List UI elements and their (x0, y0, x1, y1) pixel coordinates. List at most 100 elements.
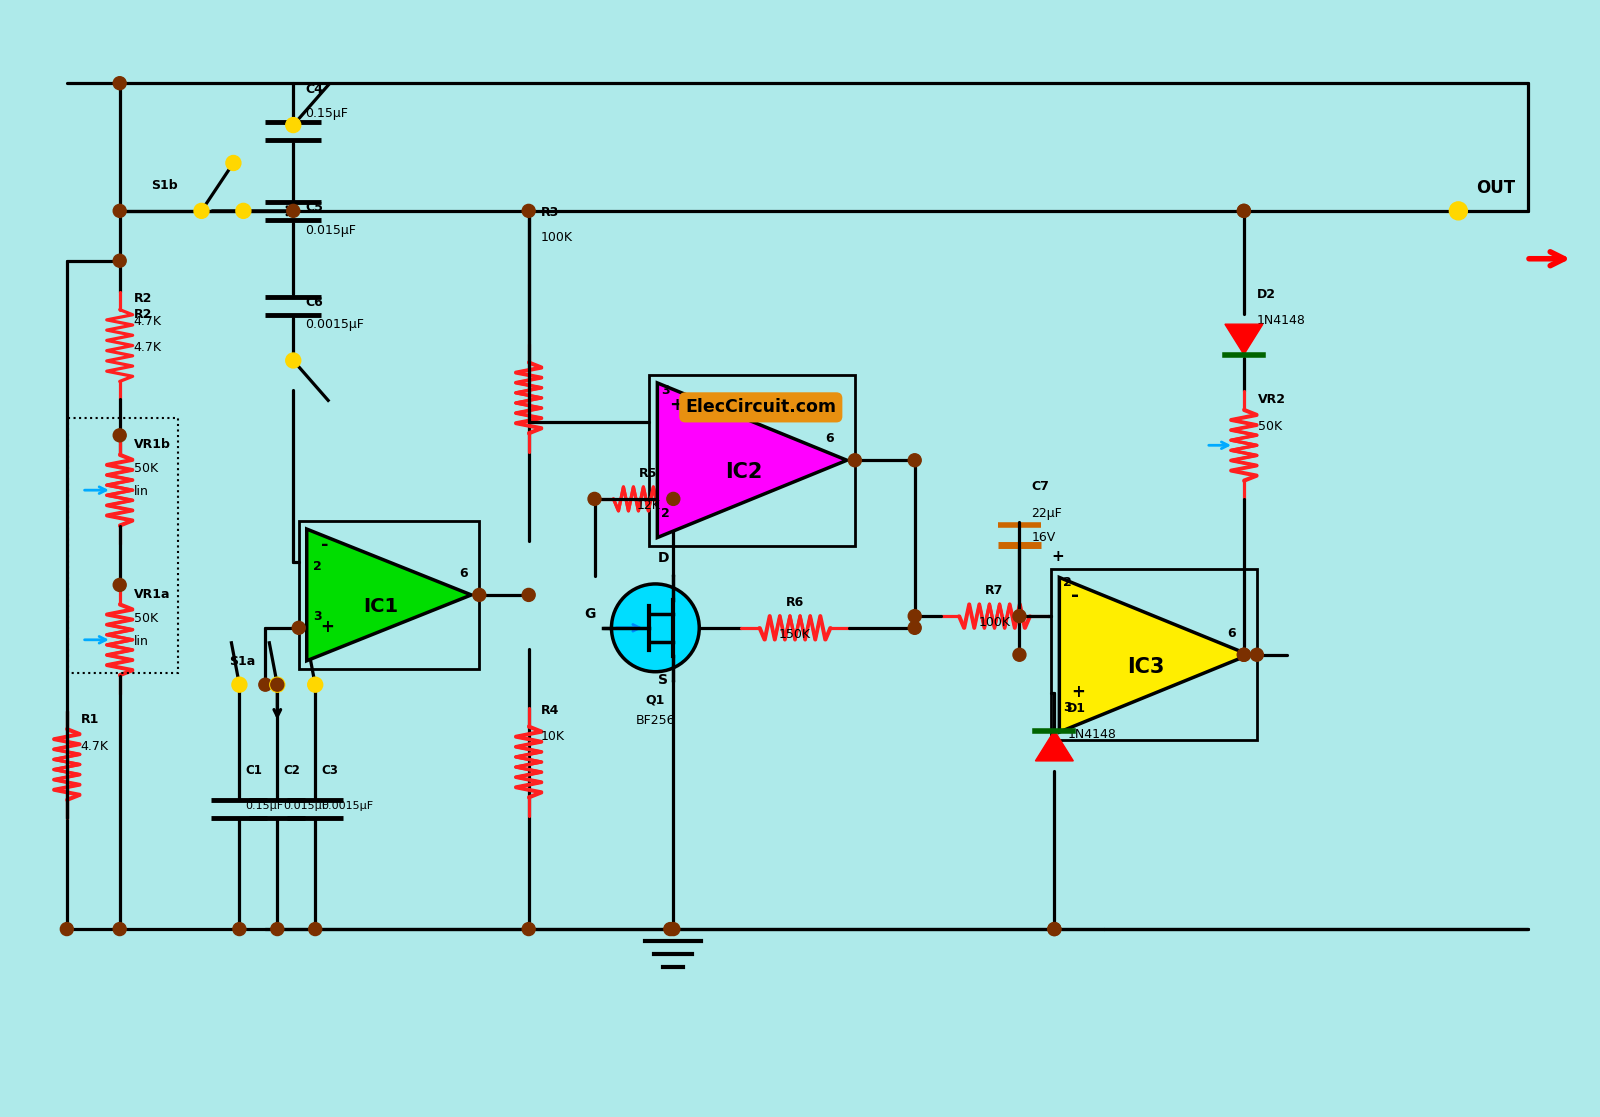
Text: 6: 6 (459, 567, 467, 580)
Text: R4: R4 (541, 704, 558, 717)
Circle shape (270, 677, 285, 693)
Circle shape (1013, 648, 1026, 661)
Circle shape (611, 584, 699, 671)
Circle shape (307, 677, 323, 693)
Circle shape (1250, 648, 1264, 661)
Circle shape (909, 621, 922, 634)
Circle shape (1048, 923, 1061, 936)
Text: 0.0015μF: 0.0015μF (306, 317, 365, 331)
Text: 22μF: 22μF (1032, 507, 1062, 521)
Text: R7: R7 (986, 584, 1003, 598)
Text: 100K: 100K (979, 617, 1011, 629)
Text: +: + (669, 395, 685, 413)
Circle shape (114, 429, 126, 442)
Circle shape (270, 923, 283, 936)
Text: D: D (658, 551, 669, 565)
Text: 3: 3 (661, 383, 670, 397)
Text: C7: C7 (1032, 480, 1050, 494)
Text: 0.15μF: 0.15μF (245, 801, 283, 811)
Circle shape (286, 204, 299, 218)
Text: 2: 2 (1064, 576, 1072, 589)
Text: C2: C2 (283, 764, 301, 777)
Bar (67, 419, 178, 672)
Text: lin: lin (134, 634, 149, 648)
Text: ElecCircuit.com: ElecCircuit.com (685, 399, 837, 417)
Text: 0.15μF: 0.15μF (306, 107, 349, 121)
Text: -: - (320, 536, 328, 554)
Circle shape (1237, 648, 1250, 661)
Text: IC3: IC3 (1128, 657, 1165, 677)
Text: R2: R2 (134, 307, 152, 321)
Text: S1a: S1a (229, 655, 256, 668)
Text: -: - (1072, 586, 1080, 605)
Polygon shape (658, 383, 846, 537)
Text: G: G (584, 607, 595, 621)
Text: 0.015μF: 0.015μF (306, 223, 357, 237)
Circle shape (1451, 204, 1466, 218)
Text: 4.7K: 4.7K (80, 739, 109, 753)
Circle shape (1237, 204, 1250, 218)
Circle shape (270, 678, 283, 691)
Text: R3: R3 (541, 206, 558, 219)
Circle shape (194, 203, 210, 218)
Text: R6: R6 (786, 595, 805, 609)
Text: C4: C4 (306, 83, 323, 96)
Text: Q1: Q1 (646, 694, 666, 707)
Text: 50K: 50K (1258, 420, 1282, 433)
Circle shape (234, 923, 246, 936)
Text: +: + (320, 618, 334, 636)
Polygon shape (1035, 731, 1074, 761)
Bar (299, 522, 480, 669)
Text: IC1: IC1 (363, 598, 398, 617)
Polygon shape (307, 529, 472, 661)
Text: 16V: 16V (1032, 531, 1056, 544)
Text: BF256: BF256 (635, 714, 675, 726)
Bar (1051, 570, 1258, 741)
Text: D1: D1 (1067, 701, 1086, 715)
Circle shape (61, 923, 74, 936)
Circle shape (474, 589, 486, 601)
Circle shape (522, 923, 534, 936)
Circle shape (309, 923, 322, 936)
Text: IC2: IC2 (725, 462, 763, 483)
Circle shape (1237, 648, 1250, 661)
Text: VR1a: VR1a (134, 588, 170, 601)
Text: C3: C3 (322, 764, 338, 777)
Polygon shape (1226, 324, 1262, 354)
Text: VR1b: VR1b (134, 438, 171, 451)
Circle shape (1013, 610, 1026, 622)
Circle shape (114, 204, 126, 218)
Circle shape (114, 923, 126, 936)
Text: 4.7K: 4.7K (134, 341, 162, 353)
Text: -: - (669, 488, 677, 507)
Text: 4.7K: 4.7K (134, 315, 162, 327)
Text: lin: lin (134, 485, 149, 498)
Text: 50K: 50K (134, 462, 158, 475)
Text: +: + (1051, 548, 1064, 564)
Circle shape (259, 678, 272, 691)
Text: 3: 3 (1064, 701, 1072, 715)
Text: C1: C1 (245, 764, 262, 777)
Circle shape (286, 117, 301, 133)
Circle shape (522, 204, 534, 218)
Text: R5: R5 (638, 467, 658, 480)
Text: C6: C6 (306, 296, 323, 308)
Circle shape (1237, 204, 1250, 218)
Circle shape (589, 493, 602, 505)
Text: 2: 2 (661, 507, 670, 519)
Circle shape (293, 621, 306, 634)
Circle shape (235, 203, 251, 218)
Text: 10K: 10K (541, 731, 565, 743)
Circle shape (522, 589, 534, 601)
Bar (650, 375, 854, 545)
Circle shape (909, 610, 922, 622)
Text: +: + (1072, 684, 1085, 701)
Text: 12K: 12K (637, 499, 661, 512)
Circle shape (226, 155, 242, 171)
Text: 50K: 50K (134, 612, 158, 624)
Text: 150K: 150K (779, 628, 811, 641)
Circle shape (667, 923, 680, 936)
Circle shape (114, 255, 126, 267)
Text: 6: 6 (826, 432, 834, 446)
Circle shape (909, 454, 922, 467)
